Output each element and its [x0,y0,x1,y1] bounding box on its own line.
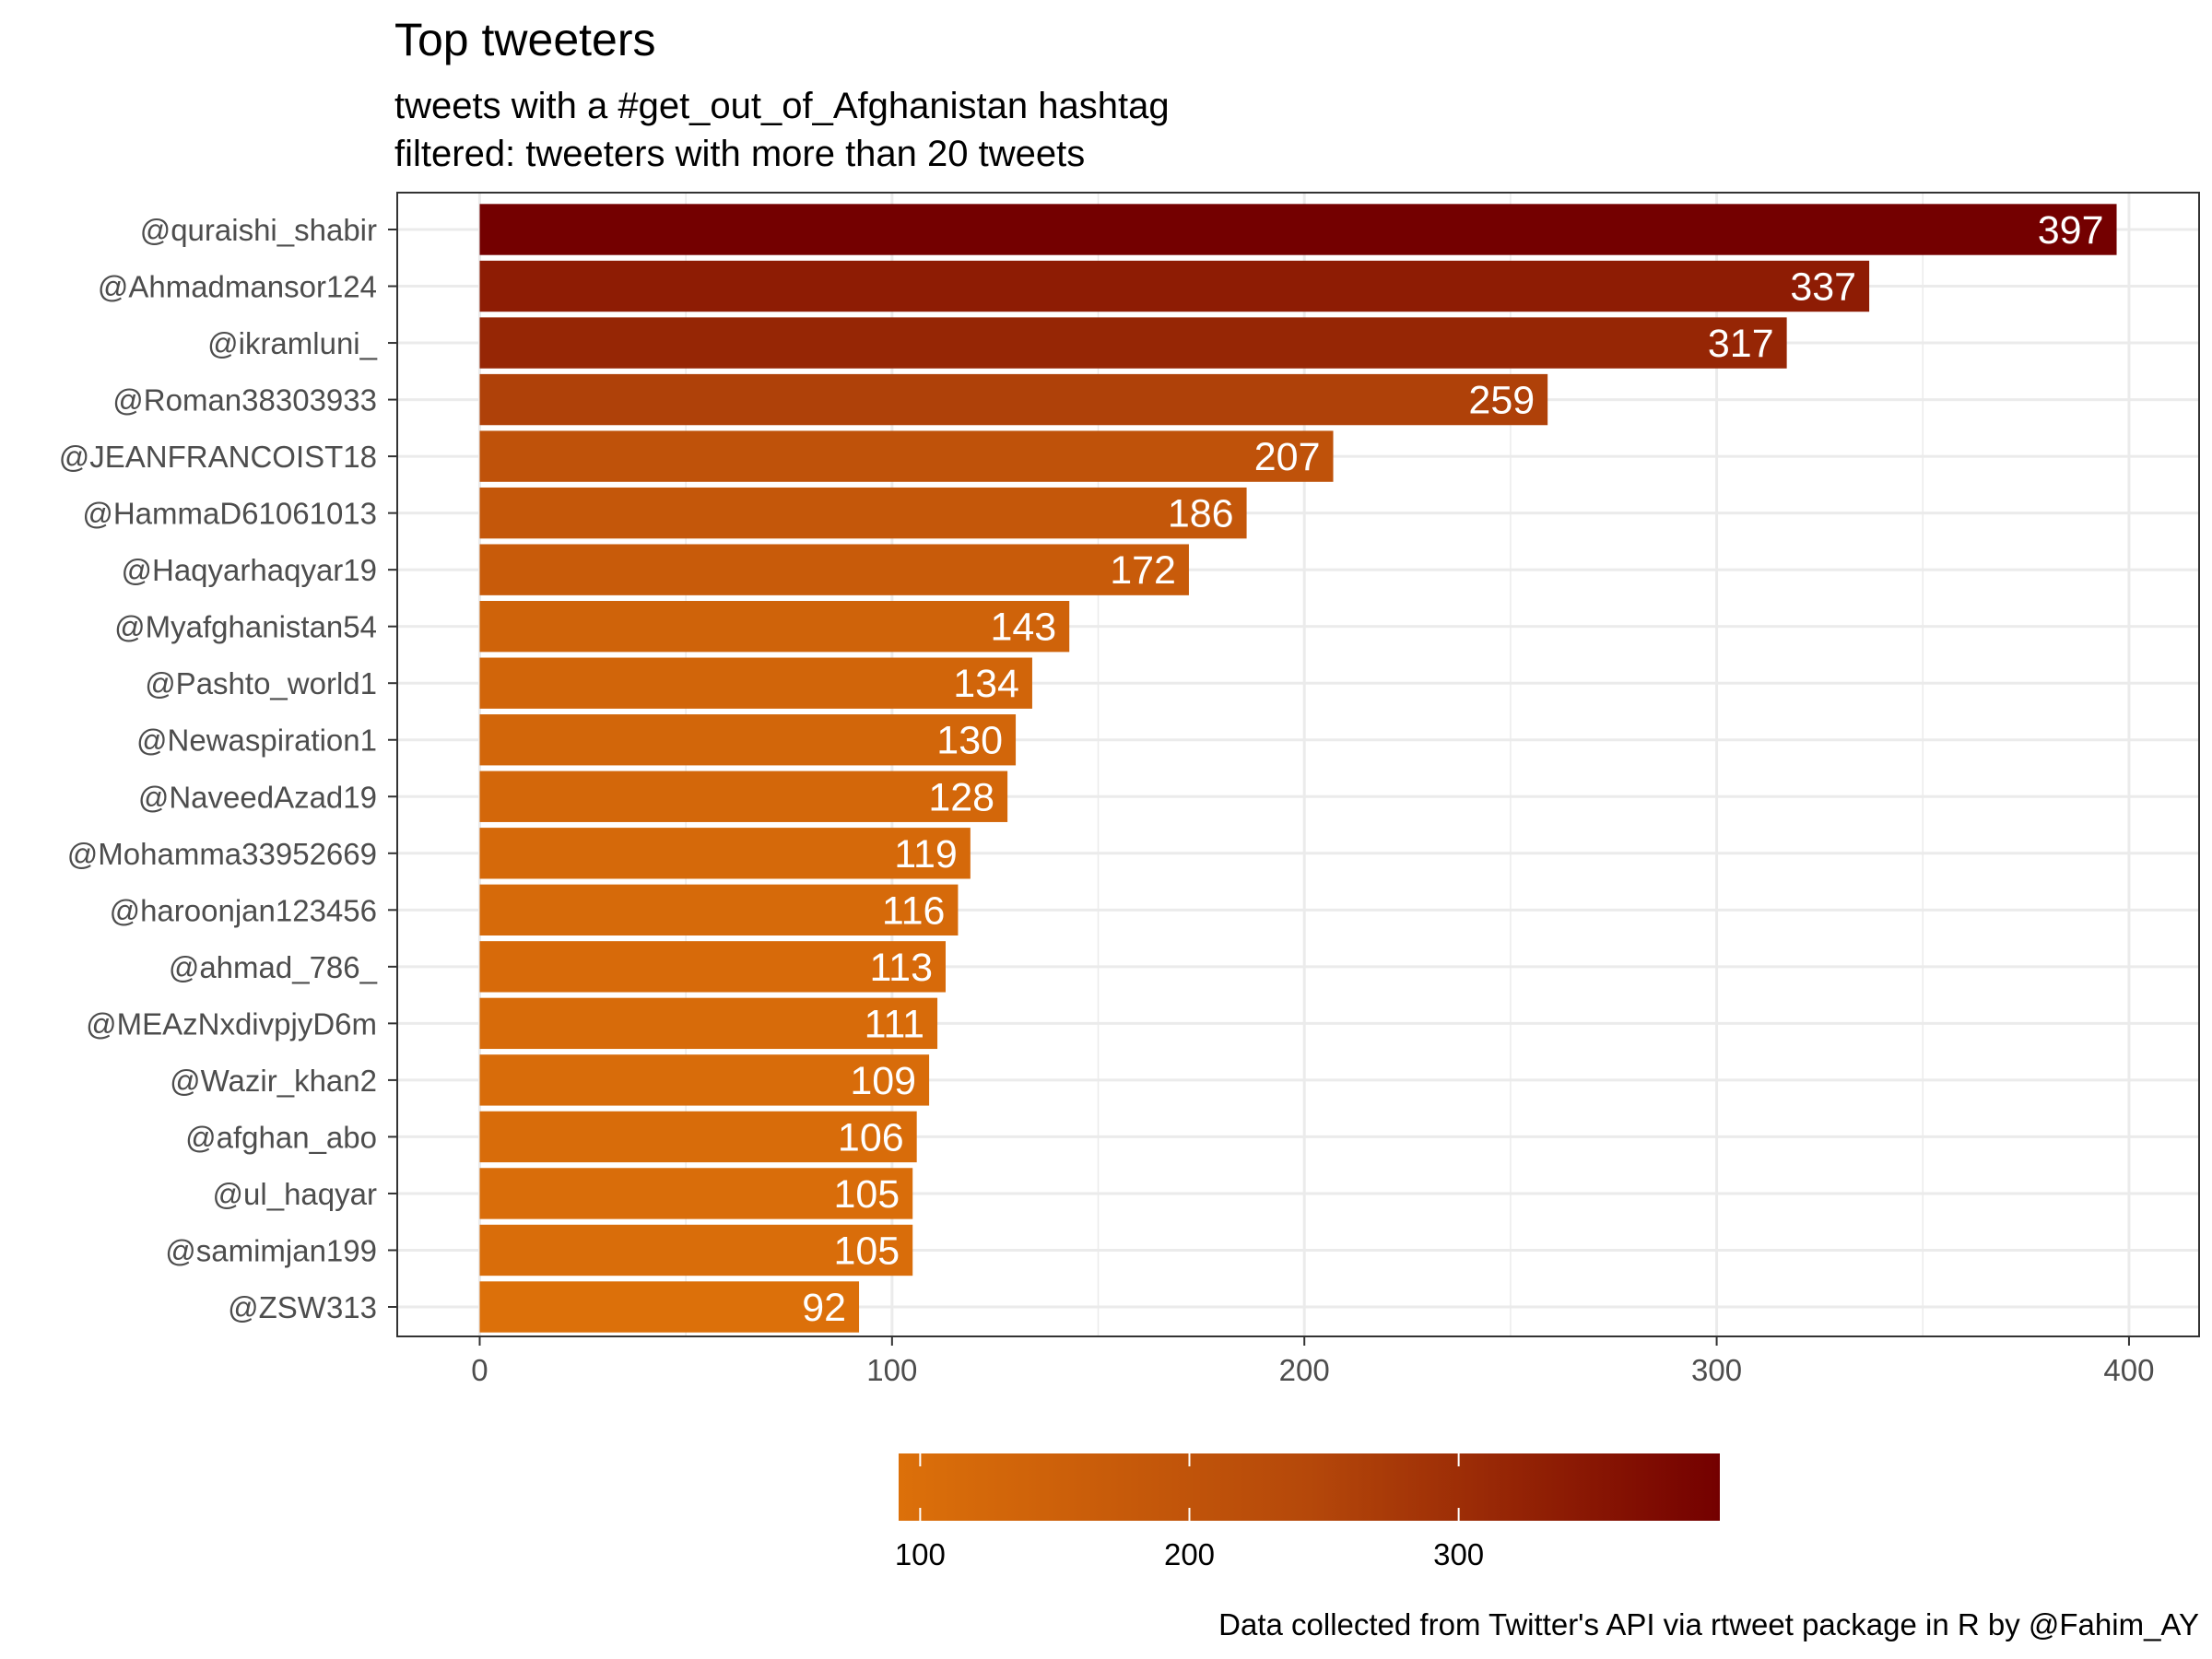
x-tick-label: 0 [471,1353,488,1387]
bar [479,884,959,936]
bar [479,260,1870,312]
chart-caption: Data collected from Twitter's API via rt… [1218,1607,2199,1641]
bar-value-label: 116 [882,888,946,933]
colorbar-tick-label: 200 [1164,1537,1215,1571]
y-tick-label: @ikramluni_ [207,326,378,360]
bar [479,1111,917,1163]
y-tick-label: @Myafghanistan54 [114,610,377,644]
bar [479,828,971,879]
x-tick-label: 100 [866,1353,917,1387]
y-tick-label: @Newaspiration1 [136,724,377,758]
panel-border [396,192,2200,1337]
chart-subtitle-line-1: tweets with a #get_out_of_Afghanistan ha… [394,86,1170,126]
bars: 397 337 317 259 207 186 172 143 134 130 128 119 116 1… [479,204,2117,1333]
bar [479,544,1189,595]
bar-value-label: 128 [928,775,994,819]
y-tick-label: @Roman38303933 [112,383,377,418]
bar-value-label: 172 [1110,548,1176,593]
y-tick-label: @HammaD61061013 [82,497,377,531]
bar-value-label: 113 [869,946,933,990]
y-tick-label: @ul_haqyar [213,1177,377,1211]
bar [479,204,2117,255]
bar-value-label: 186 [1168,492,1234,536]
bar-value-label: 92 [802,1286,846,1330]
bar [479,771,1008,822]
y-tick-label: @ZSW313 [228,1290,377,1324]
x-tick-label: 400 [2103,1353,2154,1387]
bar [479,714,1017,766]
bar-value-label: 317 [1708,322,1774,366]
bar [479,1224,913,1277]
bar-value-label: 109 [850,1059,916,1103]
bar [479,1054,930,1106]
x-tick-label: 300 [1691,1353,1742,1387]
y-tick-label: @Ahmadmansor124 [98,270,377,304]
chart-title: Top tweeters [394,14,655,65]
bar-value-label: 106 [838,1115,904,1159]
bar-value-label: 207 [1254,435,1321,479]
bar [479,317,1787,369]
y-tick-label: @afghan_abo [185,1120,377,1154]
y-tick-label: @Haqyarhaqyar19 [122,553,378,587]
color-legend: 100 200 300 [895,1453,1720,1571]
x-axis: 0 100 200 300 400 [471,1336,2154,1387]
bar [479,600,1070,653]
y-tick-label: @Wazir_khan2 [170,1064,377,1098]
colorbar-tick-label: 300 [1433,1537,1484,1571]
bar-value-label: 397 [2038,208,2104,253]
y-tick-label: @MEAzNxdivpjyD6m [86,1006,377,1041]
bar-value-label: 259 [1468,379,1535,423]
bar [479,373,1548,426]
bar [479,657,1032,709]
colorbar [899,1453,1720,1521]
bar-value-label: 111 [865,1002,924,1046]
colorbar-tick-label: 100 [895,1537,946,1571]
y-axis: @quraishi_shabir @Ahmadmansor124 @ikramlun… [59,213,397,1324]
y-tick-label: @samimjan199 [165,1233,377,1267]
bar-value-label: 119 [894,832,958,877]
bar [479,941,946,993]
bar [479,1168,913,1219]
y-tick-label: @Mohamma33952669 [67,837,377,871]
y-tick-label: @Pashto_world1 [145,666,377,700]
bar-value-label: 337 [1790,265,1856,310]
y-tick-label: @NaveedAzad19 [138,780,377,814]
y-tick-label: @ahmad_786_ [169,950,378,984]
bar-value-label: 105 [833,1229,900,1273]
bar-value-label: 105 [833,1172,900,1217]
x-tick-label: 200 [1279,1353,1330,1387]
bar-value-label: 134 [953,662,1019,706]
y-tick-label: @JEANFRANCOIST18 [59,440,377,474]
y-tick-label: @haroonjan123456 [110,893,377,927]
y-tick-label: @quraishi_shabir [140,213,377,247]
bar [479,997,938,1050]
bar [479,487,1247,539]
bar-value-label: 143 [990,606,1056,650]
bar-value-label: 130 [936,719,1003,763]
bar [479,1281,860,1333]
chart-subtitle-line-2: filtered: tweeters with more than 20 twe… [394,134,1085,174]
bar [479,430,1334,482]
